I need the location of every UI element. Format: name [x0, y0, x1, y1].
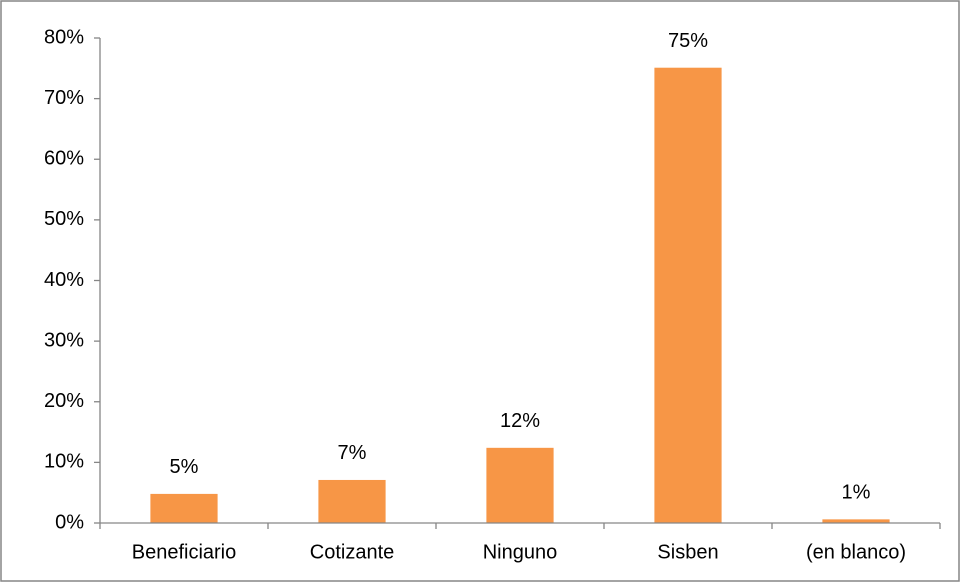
- bar: [318, 479, 386, 523]
- x-tick-label: Beneficiario: [132, 541, 237, 563]
- x-tick-label: Cotizante: [310, 541, 395, 563]
- y-tick-label: 10%: [44, 451, 84, 473]
- y-tick-label: 20%: [44, 390, 84, 412]
- data-label: 7%: [338, 442, 367, 464]
- y-tick-label: 0%: [55, 511, 84, 533]
- data-label: 12%: [500, 410, 540, 432]
- y-tick-label: 30%: [44, 329, 84, 351]
- y-tick-label: 60%: [44, 148, 84, 170]
- data-label: 1%: [842, 482, 871, 504]
- bar: [150, 493, 218, 523]
- bar: [822, 519, 890, 523]
- y-tick-label: 70%: [44, 87, 84, 109]
- bar: [654, 67, 722, 524]
- bar: [486, 447, 554, 523]
- y-tick-label: 50%: [44, 208, 84, 230]
- x-tick-label: Sisben: [657, 541, 718, 563]
- data-label: 5%: [170, 456, 199, 478]
- y-tick-label: 40%: [44, 269, 84, 291]
- data-label: 75%: [668, 30, 708, 52]
- y-tick-label: 80%: [44, 26, 84, 48]
- x-tick-label: Ninguno: [483, 541, 558, 563]
- x-tick-label: (en blanco): [806, 541, 906, 563]
